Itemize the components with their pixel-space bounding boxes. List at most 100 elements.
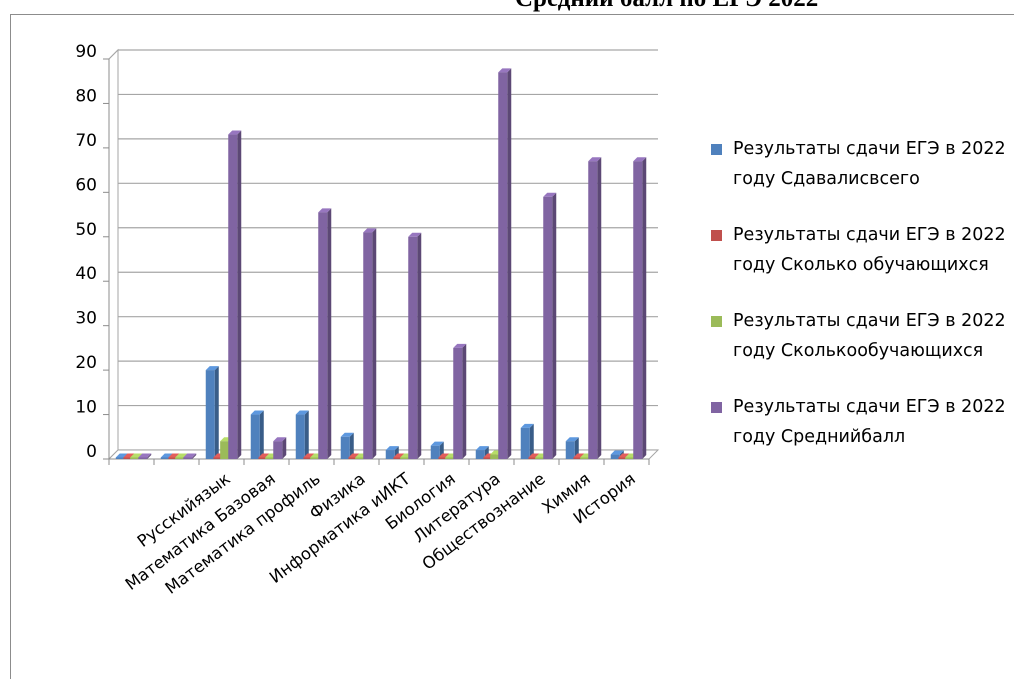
y-tick-label: 40 [75,264,97,284]
bar-average [273,437,287,459]
bar-front [258,457,268,459]
bar-side [147,453,152,459]
bar-front [273,441,283,459]
bar-front [213,457,223,459]
bar-total [520,423,534,459]
bar-top [430,441,444,446]
gridline [108,360,658,371]
bar-front [610,454,620,459]
y-tick-label: 70 [75,131,97,151]
bar-total [295,410,309,459]
y-tick-label: 60 [75,175,97,195]
gridline [108,93,658,104]
bar-front [123,457,133,459]
bar-front [168,457,178,459]
legend: Результаты сдачи ЕГЭ в 2022 году Сдавали… [710,134,1010,478]
bar-top [138,453,152,458]
gridline [108,182,658,193]
bar-top [318,208,332,213]
y-tick-label: 30 [75,309,97,329]
gridline [108,404,658,415]
bar-front [430,445,440,459]
bar-side [642,157,647,459]
bar-top [588,157,602,162]
bar-top [633,157,647,162]
bar-front [535,457,545,459]
bar-average [408,232,422,459]
bar-front [250,414,260,459]
bar-top [408,232,422,237]
bar-front [498,72,508,459]
bar-average [138,453,152,459]
bar-top [610,450,624,455]
bar-front [220,441,230,459]
bar-front [130,457,140,459]
legend-swatch [711,144,722,155]
bar-side [282,437,287,459]
bar-side [552,192,557,459]
bar-front [438,457,448,459]
gridline [108,138,658,149]
gridline [108,316,658,327]
bar-side [259,410,264,459]
bar-side [462,343,467,459]
bar-front [265,457,275,459]
bar-front [633,161,643,459]
legend-swatch [711,230,722,241]
chart-frame [10,14,1014,679]
bar-average [363,228,377,459]
bar-front [363,232,373,459]
bar-top [498,68,512,73]
gridline [108,49,658,60]
bar-total [250,410,264,459]
bar-front [490,454,500,459]
legend-item-average: Результаты сдачи ЕГЭ в 2022 году Средний… [710,392,1010,452]
bar-front [160,457,170,459]
y-tick-label: 20 [75,353,97,373]
y-tick-label: 80 [75,86,97,106]
bar-front [138,457,148,459]
bar-average [633,157,647,459]
bar-front [565,441,575,459]
bar-top [543,192,557,197]
bar-front [573,457,583,459]
bar-average [183,453,197,459]
bar-front [115,457,125,459]
bar-side [417,232,422,459]
bars [115,68,647,460]
bar-top [228,130,242,135]
bar-average [543,192,557,459]
y-tick-label: 10 [75,398,97,418]
bar-front [355,457,365,459]
bar-top [295,410,309,415]
legend-item-count-2: Результаты сдачи ЕГЭ в 2022 году Сколько… [710,306,1010,366]
bar-average [498,68,512,459]
bar-side [327,208,332,459]
bar-top [250,410,264,415]
legend-item-count: Результаты сдачи ЕГЭ в 2022 году Сколько… [710,220,1010,280]
legend-item-total: Результаты сдачи ЕГЭ в 2022 году Сдавали… [710,134,1010,194]
bar-front [408,236,418,459]
bar-top [340,432,354,437]
bar-top [273,437,287,442]
bar-side [507,68,512,459]
gridline [108,271,658,282]
bar-front [228,134,238,460]
chart-title: Средний балл по ЕГЭ 2022 [515,0,935,12]
bar-side [304,410,309,459]
bar-front [445,457,455,459]
bar-top [183,453,197,458]
y-tick-labels: 0 10 20 30 40 50 60 70 80 90 [75,42,97,462]
bar-front [580,457,590,459]
bar-front [393,457,403,459]
bar-front [385,450,395,459]
legend-label: Результаты сдачи ЕГЭ в 2022 году Сколько… [733,225,1006,275]
bar-side [349,432,354,459]
bar-front [520,427,530,459]
bar-front [618,457,628,459]
bar-average [318,208,332,459]
bar-front [295,414,305,459]
gridlines [108,49,658,460]
bar-top [475,446,489,451]
